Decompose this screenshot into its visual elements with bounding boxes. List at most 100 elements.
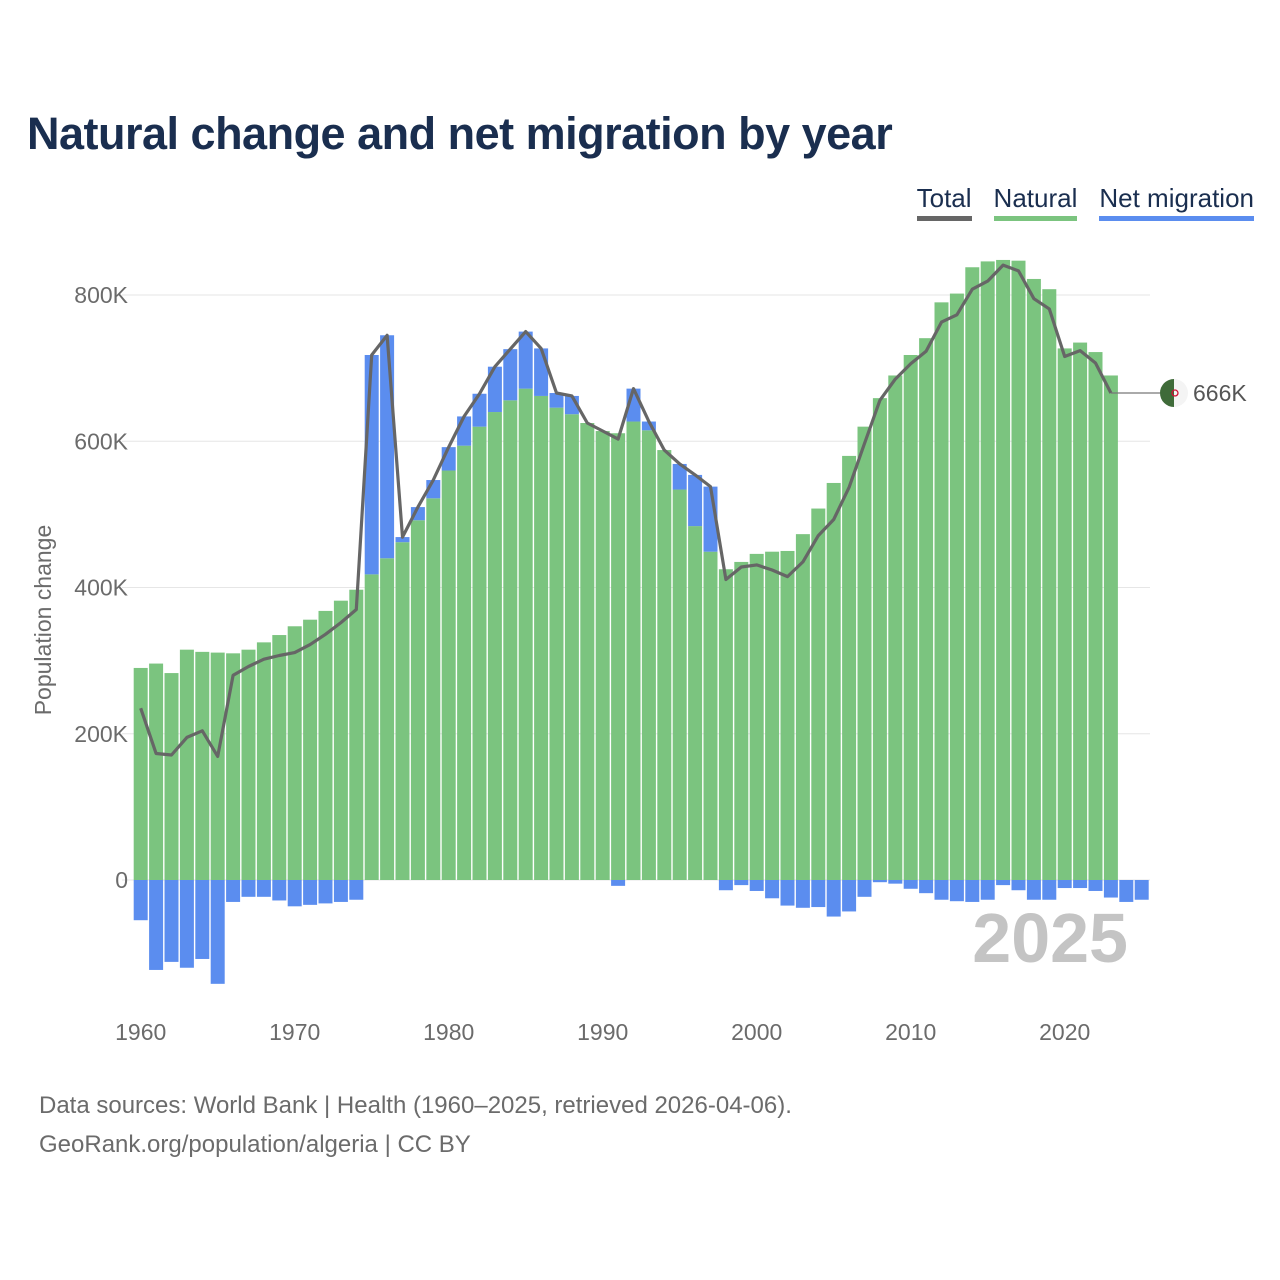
population-change-chart: 2025 666K 0 200K 400K 600K 800K 1960 1970 1980 1… [30, 259, 1247, 1045]
x-tick-label: 2000 [731, 1019, 782, 1045]
bars [133, 259, 1149, 984]
chart-title: Natural change and net migration by year [27, 108, 893, 159]
natural-bar [472, 426, 487, 880]
net-migration-bar [842, 880, 857, 912]
natural-bar [703, 551, 718, 880]
net-migration-bar [133, 880, 148, 921]
natural-bar [811, 508, 826, 880]
chart-legend: Total Natural Net migration [916, 182, 1254, 221]
net-migration-bar [857, 880, 872, 897]
natural-bar [364, 574, 379, 880]
natural-bar [410, 520, 425, 880]
natural-bar [765, 551, 780, 880]
net-migration-bar [765, 880, 780, 899]
natural-bar [272, 635, 287, 880]
natural-bar [734, 561, 749, 880]
net-migration-bar [965, 880, 980, 902]
net-migration-bar [1011, 880, 1026, 891]
x-tick-label: 1990 [577, 1019, 628, 1045]
legend-net-migration[interactable]: Net migration [1099, 182, 1254, 221]
net-migration-bar [1103, 880, 1118, 898]
natural-bar [179, 649, 194, 880]
natural-bar [996, 259, 1011, 881]
footer: Data sources: World Bank | Health (1960–… [39, 1086, 792, 1164]
natural-bar [949, 293, 964, 880]
net-migration-bar [934, 880, 949, 900]
y-tick-label: 200K [74, 721, 128, 747]
net-migration-bar [487, 366, 502, 413]
net-migration-bar [811, 880, 826, 908]
total-line-layer [139, 263, 1113, 758]
natural-bar [210, 652, 225, 880]
legend-total[interactable]: Total [916, 182, 972, 221]
natural-bar [195, 651, 210, 880]
natural-bar [580, 423, 595, 880]
net-migration-bar [149, 880, 164, 970]
net-migration-bar [949, 880, 964, 902]
year-watermark: 2025 [972, 899, 1128, 977]
natural-bar [333, 600, 348, 880]
net-migration-bar [996, 880, 1011, 886]
flag-crescent-icon [1171, 389, 1179, 397]
net-migration-bar [672, 463, 687, 490]
natural-bar [518, 388, 533, 880]
net-migration-bar [272, 880, 287, 901]
natural-bar [826, 482, 841, 880]
natural-bar [349, 589, 364, 880]
natural-bar [919, 338, 934, 880]
natural-bar [256, 642, 271, 880]
natural-bar [133, 667, 148, 880]
natural-bar [595, 431, 610, 880]
net-migration-bar [241, 880, 256, 897]
natural-bar [287, 626, 302, 880]
net-migration-bar [549, 393, 564, 408]
end-value-label: 666K [1193, 380, 1247, 406]
net-migration-bar [395, 537, 410, 543]
net-migration-bar [1119, 880, 1134, 902]
natural-bar [626, 421, 641, 880]
y-tick-label: 0 [115, 867, 128, 893]
net-migration-bar [795, 880, 810, 908]
natural-bar [888, 375, 903, 880]
y-tick-label: 800K [74, 282, 128, 308]
natural-bar [226, 653, 241, 880]
net-migration-bar [872, 880, 887, 883]
natural-bar [549, 407, 564, 880]
natural-bar [780, 550, 795, 880]
net-migration-bar [503, 349, 518, 401]
net-migration-bar [380, 335, 395, 559]
natural-bar [303, 619, 318, 880]
net-migration-bar [1026, 880, 1041, 900]
net-migration-bar [718, 880, 733, 891]
net-migration-bar [226, 880, 241, 902]
natural-bar [718, 569, 733, 880]
natural-bar [441, 470, 456, 880]
natural-bar [1026, 278, 1041, 880]
natural-bar [1088, 352, 1103, 880]
net-migration-bar [179, 880, 194, 968]
total-line [139, 263, 1113, 758]
natural-bar [457, 445, 472, 880]
natural-bar [380, 558, 395, 880]
net-migration-bar [734, 880, 749, 886]
natural-bar [857, 426, 872, 880]
natural-bar [164, 673, 179, 880]
net-migration-bar [534, 348, 549, 396]
natural-bar [688, 526, 703, 880]
net-migration-bar [287, 880, 302, 907]
net-migration-bar [919, 880, 934, 894]
natural-bar [426, 498, 441, 880]
flag-green-half [1160, 379, 1174, 408]
net-migration-bar [164, 880, 179, 962]
net-migration-bar [888, 880, 903, 884]
natural-bar [1011, 260, 1026, 881]
x-tick-label: 2010 [885, 1019, 936, 1045]
legend-natural[interactable]: Natural [993, 182, 1078, 221]
natural-bar [641, 430, 656, 880]
natural-bar [872, 398, 887, 880]
natural-bar [980, 261, 995, 880]
natural-bar [1073, 342, 1088, 880]
data-source-text: Data sources: World Bank | Health (1960–… [39, 1092, 792, 1119]
natural-bar [534, 395, 549, 880]
net-migration-bar [303, 880, 318, 905]
